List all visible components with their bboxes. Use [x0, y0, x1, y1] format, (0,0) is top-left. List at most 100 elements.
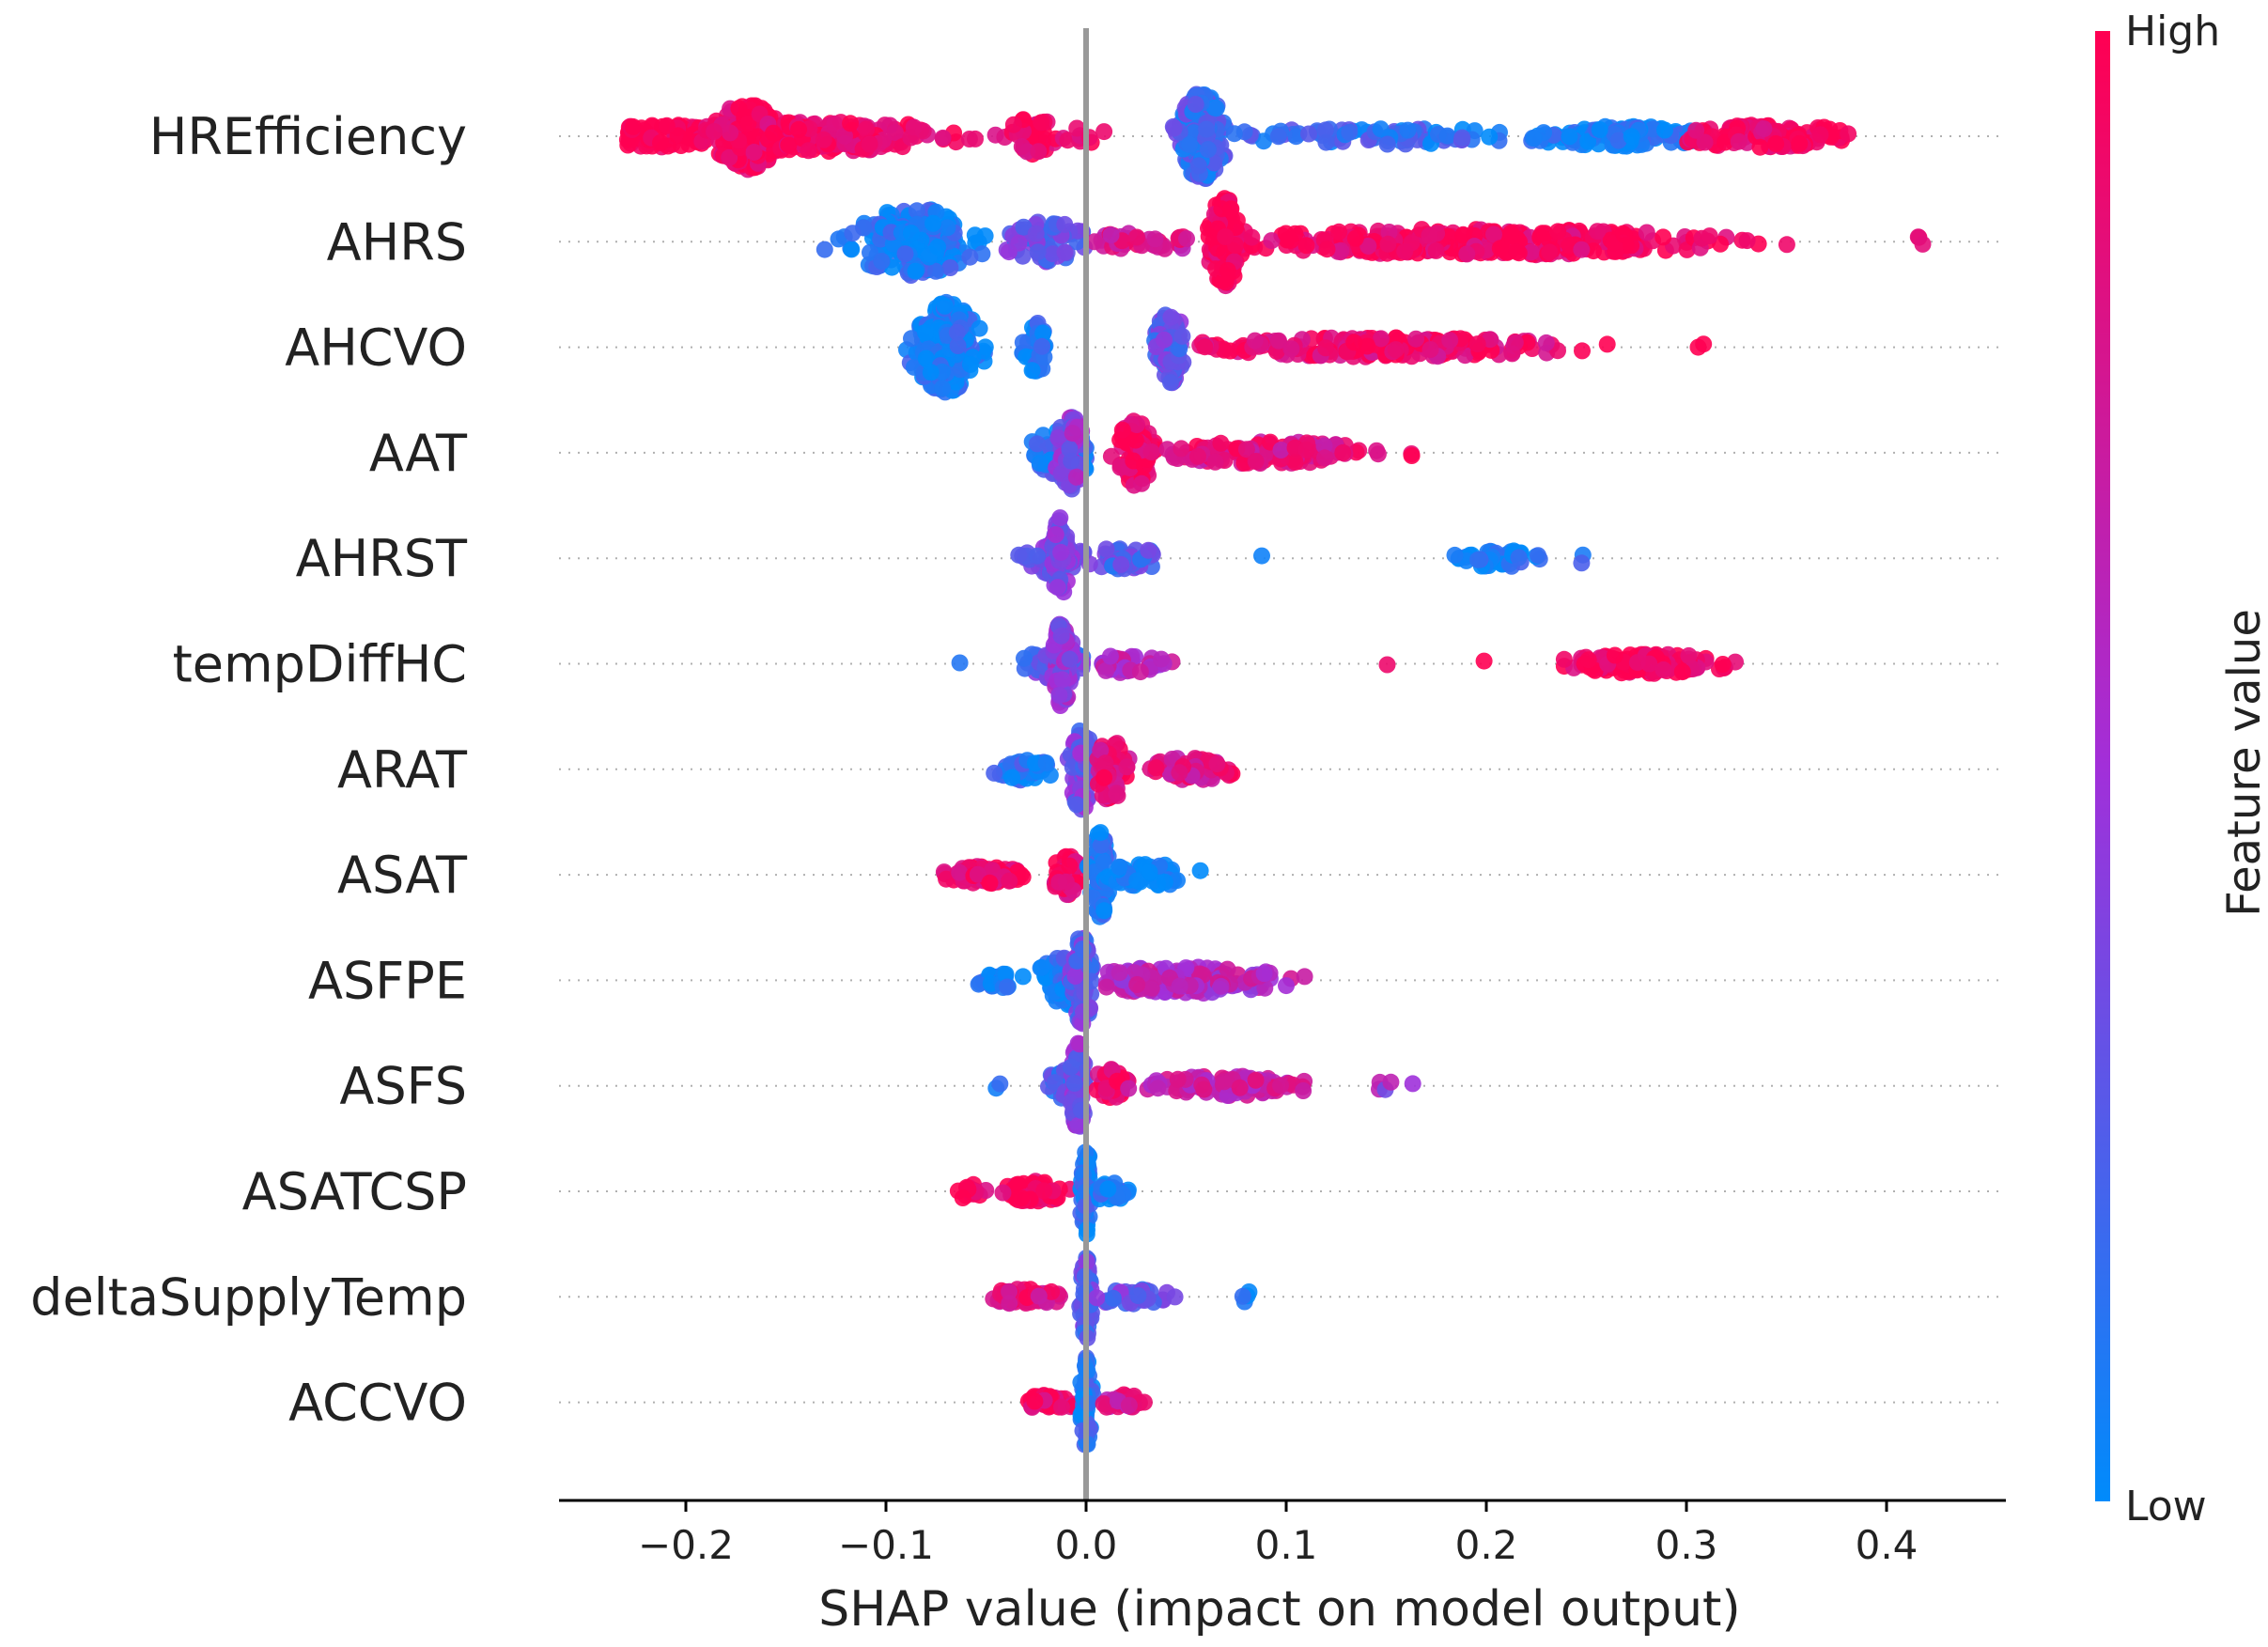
shap-point — [1088, 1289, 1106, 1307]
shap-point — [1469, 551, 1486, 568]
shap-point — [652, 134, 669, 151]
x-axis-title: SHAP value (impact on model output) — [818, 1581, 1740, 1638]
shap-point — [745, 144, 763, 161]
shap-point — [1791, 134, 1809, 152]
shap-point — [907, 262, 924, 280]
shap-point — [1537, 334, 1555, 351]
shap-point — [1623, 128, 1640, 146]
shap-point — [1382, 1073, 1400, 1091]
shap-point — [1064, 425, 1081, 443]
shap-point — [1013, 1189, 1031, 1207]
shap-point — [1403, 447, 1421, 464]
shap-point — [1840, 125, 1857, 143]
feature-row: ASFPE — [308, 929, 2006, 1033]
shap-point — [1421, 226, 1438, 244]
shap-point — [1372, 120, 1390, 138]
shap-point — [1212, 977, 1230, 995]
shap-point — [1128, 228, 1145, 246]
shap-point — [1067, 468, 1085, 486]
shap-point — [1149, 1080, 1167, 1097]
feature-row: ASAT — [337, 824, 2006, 925]
shap-point — [1026, 1392, 1044, 1410]
x-tick-label: 0.4 — [1856, 1522, 1918, 1568]
shap-point — [1053, 1398, 1070, 1416]
feature-label: ASAT — [337, 846, 468, 905]
feature-row: ACCVO — [288, 1349, 2006, 1453]
colorbar-gradient — [2095, 31, 2110, 1501]
shap-point — [1330, 223, 1348, 241]
shap-point — [1640, 655, 1658, 673]
shap-point — [1068, 119, 1086, 137]
shap-point — [1297, 441, 1315, 458]
shap-point — [1102, 226, 1120, 244]
shap-point — [1316, 121, 1334, 139]
shap-point — [790, 120, 808, 138]
shap-point — [1146, 230, 1164, 248]
shap-point — [1111, 964, 1128, 982]
shap-point — [1173, 327, 1191, 345]
shap-point — [1062, 1058, 1080, 1076]
shap-point — [941, 259, 959, 276]
shap-point — [1061, 650, 1079, 668]
shap-point — [1010, 234, 1028, 252]
shap-point — [1001, 872, 1018, 890]
shap-point — [1530, 547, 1546, 565]
shap-point — [1162, 308, 1180, 326]
x-tick-label: 0.2 — [1455, 1522, 1518, 1568]
shap-point — [1133, 474, 1151, 492]
shap-point — [1118, 758, 1136, 776]
feature-row: tempDiffHC — [173, 615, 2006, 714]
shap-point — [1573, 241, 1591, 258]
shap-point — [1030, 1287, 1048, 1305]
feature-label: deltaSupplyTemp — [30, 1267, 467, 1327]
shap-point — [1095, 123, 1113, 141]
x-tick-label: −0.2 — [638, 1522, 734, 1568]
shap-point — [1606, 646, 1623, 664]
shap-point — [1453, 129, 1471, 147]
shap-point — [1205, 154, 1223, 172]
shap-point — [1120, 1396, 1138, 1414]
shap-point — [1181, 135, 1199, 153]
shap-point — [1368, 442, 1386, 459]
shap-point — [914, 122, 932, 140]
shap-point — [1579, 132, 1597, 150]
shap-point — [1247, 1071, 1265, 1089]
shap-point — [1050, 686, 1068, 704]
shap-point — [1051, 509, 1069, 527]
shap-point — [1052, 627, 1070, 645]
shap-point — [843, 241, 861, 258]
shap-point — [929, 239, 947, 256]
shap-point — [1095, 902, 1113, 920]
shap-point — [986, 764, 1003, 782]
shap-point — [1253, 547, 1270, 565]
shap-point — [658, 117, 676, 134]
shap-point — [1215, 1073, 1233, 1091]
shap-point — [1219, 960, 1236, 978]
shap-point — [1481, 128, 1499, 146]
shap-point — [949, 337, 967, 354]
shap-point — [1438, 127, 1456, 145]
shap-point — [1129, 1287, 1147, 1305]
shap-point — [1114, 1186, 1132, 1204]
x-ticks: −0.2 −0.1 0.0 0.1 0.2 0.3 0.4 — [638, 1500, 1918, 1568]
shap-point — [1598, 335, 1616, 353]
shap-point — [1714, 656, 1732, 673]
shap-point — [1128, 976, 1146, 993]
shap-point — [966, 226, 984, 244]
feature-row: ARAT — [337, 723, 2006, 818]
shap-point — [1053, 671, 1071, 689]
shap-point — [1730, 132, 1748, 150]
shap-point — [1222, 200, 1240, 218]
shap-point — [1219, 261, 1236, 279]
shap-point — [1104, 1289, 1122, 1307]
shap-point — [1231, 1079, 1249, 1096]
shap-point — [1097, 661, 1115, 679]
shap-point — [780, 136, 798, 154]
feature-label: ASATCSP — [242, 1162, 467, 1221]
shap-point — [1317, 339, 1334, 357]
shap-point — [1286, 225, 1304, 242]
shap-point — [1029, 243, 1047, 261]
shap-point — [1615, 225, 1633, 243]
shap-point — [1049, 579, 1066, 597]
shap-point — [1589, 223, 1607, 241]
